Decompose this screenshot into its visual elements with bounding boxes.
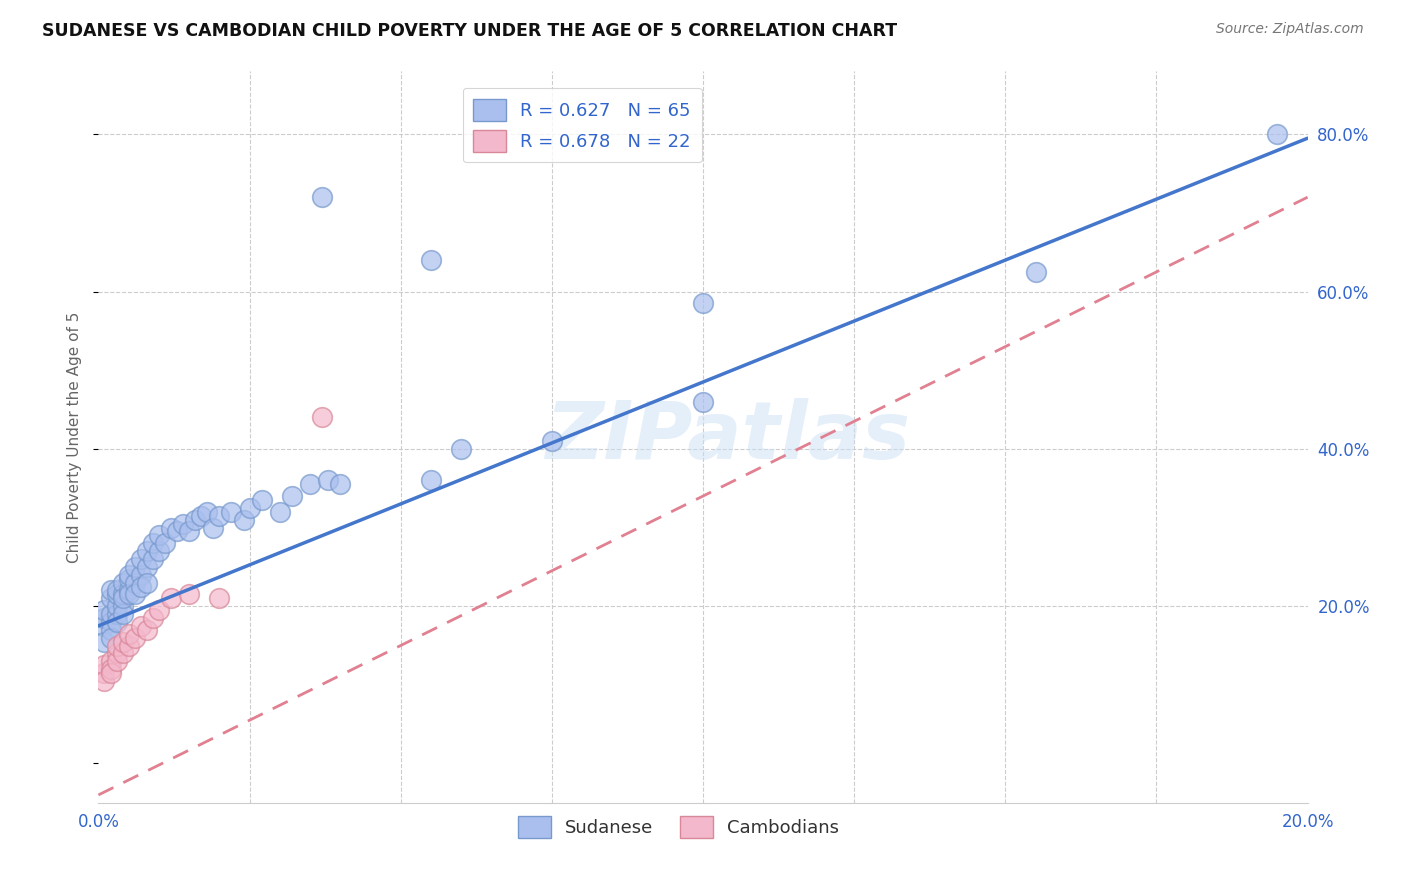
Point bbox=[111, 599, 134, 614]
Point bbox=[105, 615, 128, 629]
Point bbox=[135, 623, 157, 637]
Point bbox=[105, 646, 128, 660]
Point bbox=[93, 658, 115, 673]
Point bbox=[129, 567, 152, 582]
Point bbox=[100, 631, 122, 645]
Point bbox=[124, 587, 146, 601]
Point bbox=[208, 508, 231, 523]
Point bbox=[232, 513, 254, 527]
Point bbox=[100, 662, 122, 676]
Point bbox=[148, 603, 170, 617]
Point bbox=[124, 575, 146, 590]
Point bbox=[93, 666, 115, 681]
Point bbox=[118, 567, 141, 582]
Point bbox=[148, 544, 170, 558]
Point bbox=[142, 611, 165, 625]
Point bbox=[100, 623, 122, 637]
Point bbox=[692, 296, 714, 310]
Point bbox=[239, 500, 262, 515]
Point bbox=[100, 583, 122, 598]
Point bbox=[93, 619, 115, 633]
Point bbox=[118, 572, 141, 586]
Point bbox=[105, 654, 128, 668]
Point bbox=[208, 591, 231, 606]
Point bbox=[93, 603, 115, 617]
Point bbox=[172, 516, 194, 531]
Point bbox=[299, 477, 322, 491]
Point bbox=[142, 536, 165, 550]
Point bbox=[111, 634, 134, 648]
Point bbox=[100, 591, 122, 606]
Point bbox=[105, 599, 128, 614]
Point bbox=[142, 552, 165, 566]
Point bbox=[100, 654, 122, 668]
Point bbox=[105, 583, 128, 598]
Point bbox=[540, 434, 562, 448]
Y-axis label: Child Poverty Under the Age of 5: Child Poverty Under the Age of 5 bbox=[67, 311, 83, 563]
Point bbox=[195, 505, 218, 519]
Point bbox=[135, 559, 157, 574]
Point bbox=[111, 591, 134, 606]
Point bbox=[450, 442, 472, 456]
Text: ZIPatlas: ZIPatlas bbox=[544, 398, 910, 476]
Legend: Sudanese, Cambodians: Sudanese, Cambodians bbox=[510, 808, 846, 845]
Point bbox=[135, 544, 157, 558]
Point bbox=[281, 489, 304, 503]
Point bbox=[190, 508, 212, 523]
Point bbox=[420, 473, 443, 487]
Point bbox=[118, 583, 141, 598]
Point bbox=[329, 477, 352, 491]
Point bbox=[129, 580, 152, 594]
Point bbox=[202, 520, 225, 534]
Point bbox=[100, 607, 122, 621]
Text: Source: ZipAtlas.com: Source: ZipAtlas.com bbox=[1216, 22, 1364, 37]
Point bbox=[311, 410, 333, 425]
Point bbox=[153, 536, 176, 550]
Point bbox=[93, 673, 115, 688]
Point bbox=[93, 634, 115, 648]
Point bbox=[1024, 265, 1046, 279]
Point bbox=[692, 394, 714, 409]
Point bbox=[135, 575, 157, 590]
Point bbox=[111, 607, 134, 621]
Point bbox=[105, 587, 128, 601]
Point bbox=[184, 513, 207, 527]
Point bbox=[105, 639, 128, 653]
Point bbox=[221, 505, 243, 519]
Point bbox=[166, 524, 188, 539]
Point bbox=[311, 190, 333, 204]
Point bbox=[100, 615, 122, 629]
Point bbox=[105, 607, 128, 621]
Point bbox=[124, 631, 146, 645]
Point bbox=[160, 520, 183, 534]
Point bbox=[160, 591, 183, 606]
Point bbox=[93, 611, 115, 625]
Point bbox=[111, 587, 134, 601]
Point bbox=[420, 253, 443, 268]
Point bbox=[111, 646, 134, 660]
Point bbox=[124, 559, 146, 574]
Point bbox=[129, 552, 152, 566]
Point bbox=[118, 626, 141, 640]
Point bbox=[316, 473, 339, 487]
Point bbox=[250, 493, 273, 508]
Point bbox=[118, 639, 141, 653]
Point bbox=[100, 666, 122, 681]
Point bbox=[179, 587, 201, 601]
Point bbox=[1267, 128, 1289, 142]
Point bbox=[111, 575, 134, 590]
Point bbox=[148, 528, 170, 542]
Point bbox=[179, 524, 201, 539]
Text: SUDANESE VS CAMBODIAN CHILD POVERTY UNDER THE AGE OF 5 CORRELATION CHART: SUDANESE VS CAMBODIAN CHILD POVERTY UNDE… bbox=[42, 22, 897, 40]
Point bbox=[118, 587, 141, 601]
Point bbox=[129, 619, 152, 633]
Point bbox=[269, 505, 291, 519]
